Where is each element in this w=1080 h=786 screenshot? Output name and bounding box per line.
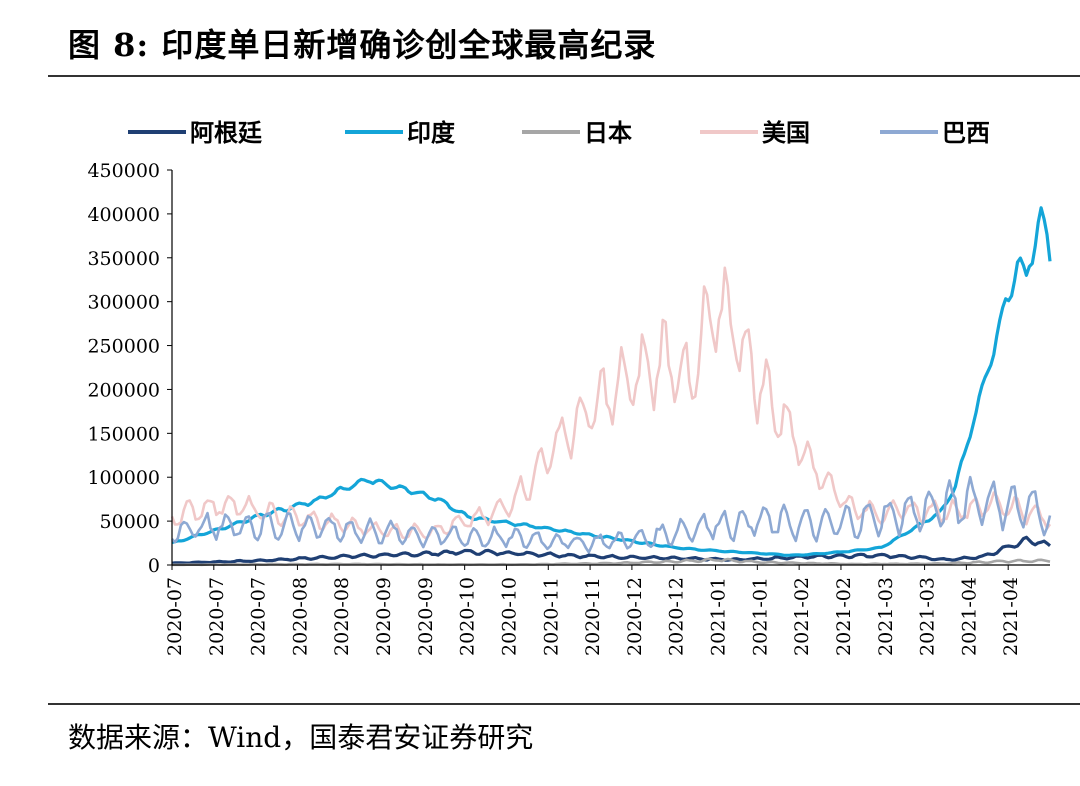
x-tick-label: 2020-12 [666,577,688,656]
top-rule [48,75,1080,77]
x-tick-label: 2021-03 [917,577,939,656]
legend-label-1: 印度 [407,119,456,147]
series-layer [170,206,1052,567]
x-tick-label: 2020-08 [331,577,353,656]
legend-label-3: 美国 [762,119,810,147]
x-tick-label: 2020-12 [624,577,646,656]
x-tick-label: 2021-01 [708,577,730,656]
legend-label-2: 日本 [584,119,632,147]
series-line-3 [170,266,1052,540]
legend-label-4: 巴西 [942,119,990,147]
source-note: 数据来源：Wind，国泰君安证券研究 [68,721,534,754]
series-line-1 [171,206,1052,557]
series-line-2 [172,557,1051,567]
x-tick-label: 2020-07 [248,577,270,656]
x-tick-label: 2020-09 [415,577,437,656]
x-tick-label: 2020-11 [582,577,604,656]
axes: 0 50000 100000 150000 200000 250000 300000 3500… [87,160,1050,656]
x-tick-label: 2021-01 [749,577,771,656]
x-tick-label: 2020-10 [498,577,520,656]
y-tick-label: 250000 [87,336,160,358]
y-tick-label: 100000 [87,467,160,489]
x-tick-label: 2021-02 [791,577,813,656]
y-tick-label: 300000 [87,292,160,314]
x-tick-label: 2020-07 [206,577,228,656]
legend: 阿根廷 印度 日本 美国 巴西 [128,119,990,147]
x-tick-label: 2020-09 [373,577,395,656]
y-tick-label: 350000 [87,248,160,270]
y-tick-label: 450000 [87,160,160,182]
x-tick-label: 2020-11 [540,577,562,656]
y-tick-label: 150000 [87,423,160,445]
bottom-rule [48,703,1080,705]
x-tick-label: 2020-10 [457,577,479,656]
series-line-0 [171,535,1051,565]
y-tick-label: 0 [148,555,160,577]
x-tick-label: 2021-04 [958,577,980,656]
figure-title: 图 8: 印度单日新增确诊创全球最高纪录 [68,26,657,64]
chart: 阿根廷 印度 日本 美国 巴西 0 50000 100000 150000 200000 2500… [87,119,1052,656]
series-line-4 [171,475,1052,554]
x-tick-label: 2021-02 [833,577,855,656]
y-tick-label: 400000 [87,204,160,226]
y-tick-label: 200000 [87,379,160,401]
y-tick-label: 50000 [100,511,160,533]
x-tick-label: 2020-07 [164,577,186,656]
x-tick-label: 2021-03 [875,577,897,656]
legend-label-0: 阿根廷 [190,119,263,147]
x-tick-label: 2021-04 [1000,577,1022,656]
x-tick-label: 2020-08 [289,577,311,656]
